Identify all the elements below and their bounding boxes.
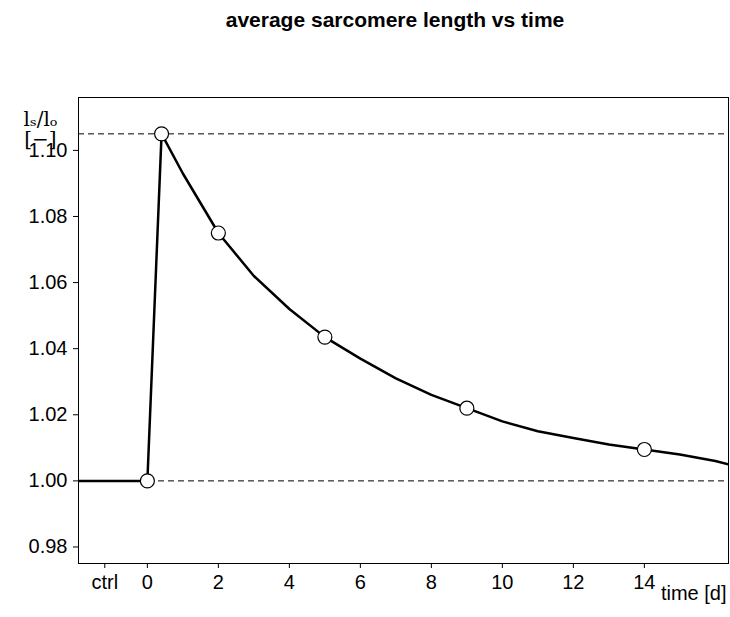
svg-text:12: 12 — [562, 571, 584, 593]
svg-text:1.06: 1.06 — [29, 271, 68, 293]
svg-text:2: 2 — [213, 571, 224, 593]
svg-text:0: 0 — [142, 571, 153, 593]
svg-text:0.98: 0.98 — [29, 535, 68, 557]
svg-text:1.00: 1.00 — [29, 469, 68, 491]
svg-text:6: 6 — [355, 571, 366, 593]
svg-text:4: 4 — [284, 571, 295, 593]
svg-text:1.02: 1.02 — [29, 403, 68, 425]
svg-text:10: 10 — [491, 571, 513, 593]
svg-text:8: 8 — [426, 571, 437, 593]
svg-text:ctrl: ctrl — [91, 571, 118, 593]
svg-text:lₛ/lₒ[−]: lₛ/lₒ[−] — [24, 107, 58, 151]
svg-text:14: 14 — [633, 571, 655, 593]
svg-text:time [d]: time [d] — [661, 582, 727, 604]
svg-text:1.08: 1.08 — [29, 205, 68, 227]
svg-text:1.04: 1.04 — [29, 337, 68, 359]
html-text:average sarcomere length vs ti: average sarcomere length vs time — [225, 8, 565, 31]
